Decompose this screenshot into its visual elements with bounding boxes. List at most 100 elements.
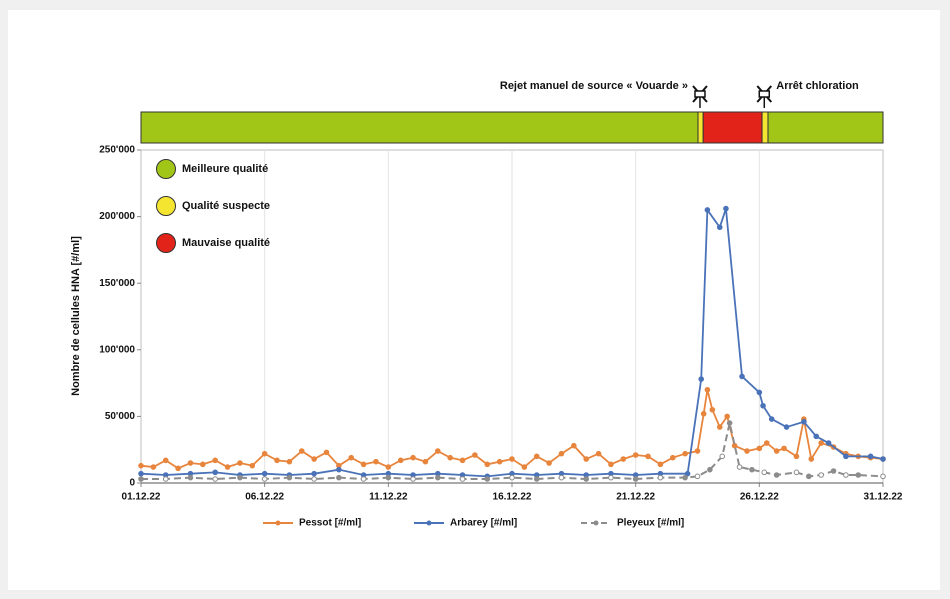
data-point bbox=[373, 458, 379, 465]
data-point bbox=[783, 424, 790, 430]
data-point bbox=[175, 465, 181, 472]
data-point bbox=[496, 458, 503, 465]
data-point bbox=[793, 469, 800, 476]
data-point bbox=[521, 464, 528, 470]
legend-marker bbox=[593, 520, 599, 526]
data-point bbox=[435, 448, 441, 454]
data-point bbox=[760, 402, 766, 409]
data-point bbox=[435, 474, 441, 481]
data-point bbox=[595, 450, 602, 457]
data-point bbox=[484, 461, 491, 468]
data-point bbox=[397, 457, 404, 464]
data-point bbox=[274, 457, 280, 464]
data-point bbox=[801, 418, 807, 425]
data-point bbox=[336, 466, 342, 473]
y-tick-label: 100'000 bbox=[99, 344, 135, 355]
quality-legend-swatch bbox=[156, 159, 176, 179]
data-point bbox=[583, 456, 590, 462]
data-point bbox=[311, 476, 317, 482]
data-point bbox=[694, 448, 701, 454]
quality-segment bbox=[767, 111, 884, 144]
data-point bbox=[704, 207, 711, 213]
data-point bbox=[632, 476, 639, 482]
tap-icon bbox=[692, 85, 708, 108]
y-tick-label: 250'000 bbox=[99, 145, 135, 156]
data-point bbox=[808, 456, 815, 462]
data-point bbox=[150, 464, 157, 470]
data-point bbox=[237, 474, 243, 481]
data-point bbox=[546, 460, 552, 466]
data-point bbox=[360, 476, 367, 482]
data-point bbox=[768, 416, 775, 422]
data-point bbox=[855, 472, 862, 478]
data-point bbox=[261, 476, 268, 482]
data-point bbox=[756, 389, 763, 396]
data-point bbox=[385, 474, 392, 481]
data-point bbox=[620, 456, 627, 462]
data-point bbox=[249, 462, 256, 469]
data-point bbox=[698, 376, 705, 382]
data-point bbox=[410, 454, 416, 461]
x-tick-label: 31.12.22 bbox=[864, 492, 903, 503]
data-point bbox=[684, 470, 691, 477]
data-point bbox=[212, 476, 218, 482]
legend-label: Pleyeux [#/ml] bbox=[617, 518, 684, 529]
data-point bbox=[286, 474, 293, 481]
x-tick-label: 01.12.22 bbox=[122, 492, 161, 503]
y-tick-label: 150'000 bbox=[99, 278, 135, 289]
data-point bbox=[763, 440, 770, 446]
data-point bbox=[533, 453, 540, 460]
data-point bbox=[558, 450, 565, 457]
data-point bbox=[756, 445, 763, 452]
data-point bbox=[237, 460, 243, 466]
data-point bbox=[704, 386, 711, 393]
data-point bbox=[472, 452, 478, 458]
data-point bbox=[749, 466, 755, 473]
data-point bbox=[707, 466, 713, 473]
data-point bbox=[716, 224, 723, 231]
y-axis-label: Nombre de cellules HNA [#/ml] bbox=[70, 236, 82, 396]
quality-segment bbox=[140, 111, 699, 144]
data-point bbox=[724, 413, 730, 420]
series-line bbox=[140, 207, 884, 478]
data-point bbox=[162, 476, 169, 482]
x-tick-label: 16.12.22 bbox=[493, 492, 532, 503]
quality-segment bbox=[761, 111, 769, 144]
quality-legend-swatch bbox=[156, 196, 176, 216]
x-tick-label: 06.12.22 bbox=[245, 492, 284, 503]
legend-marker bbox=[426, 520, 432, 526]
data-point bbox=[187, 460, 194, 466]
data-point bbox=[484, 476, 491, 482]
data-point bbox=[761, 469, 768, 476]
data-point bbox=[323, 449, 330, 456]
data-point bbox=[773, 448, 780, 454]
data-point bbox=[224, 464, 231, 470]
x-tick-label: 21.12.22 bbox=[616, 492, 655, 503]
data-point bbox=[731, 442, 738, 449]
annotation: Arrêt chloration bbox=[776, 80, 859, 92]
data-point bbox=[736, 464, 743, 470]
y-tick-label: 200'000 bbox=[99, 211, 135, 222]
data-point bbox=[657, 461, 664, 468]
data-point bbox=[509, 456, 515, 462]
data-point bbox=[880, 456, 886, 462]
quality-legend-label: Mauvaise qualité bbox=[182, 237, 270, 249]
data-point bbox=[813, 433, 820, 440]
data-point bbox=[843, 453, 849, 460]
data-point bbox=[867, 453, 874, 460]
data-point bbox=[212, 457, 218, 464]
data-point bbox=[422, 458, 429, 465]
data-point bbox=[261, 470, 268, 477]
data-point bbox=[138, 462, 144, 469]
quality-segment bbox=[697, 111, 704, 144]
data-point bbox=[818, 472, 824, 478]
data-point bbox=[773, 472, 780, 478]
data-point bbox=[212, 469, 218, 476]
legend-marker bbox=[275, 520, 281, 526]
data-point bbox=[608, 461, 614, 468]
data-point bbox=[509, 474, 515, 481]
data-point bbox=[716, 424, 723, 430]
data-point bbox=[682, 474, 688, 481]
y-tick-label: 50'000 bbox=[105, 411, 136, 422]
